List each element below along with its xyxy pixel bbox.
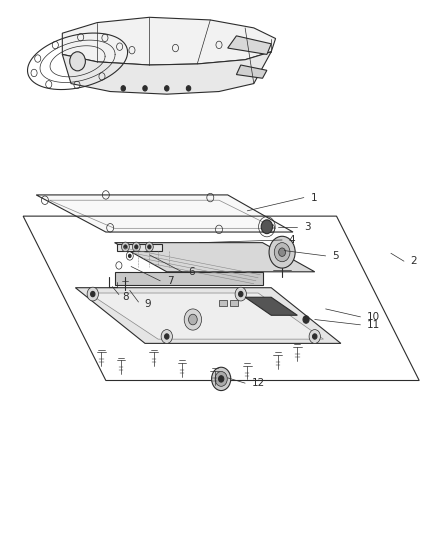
Text: 12: 12: [252, 378, 265, 388]
Polygon shape: [36, 195, 293, 232]
Text: 4: 4: [289, 235, 295, 245]
Circle shape: [165, 334, 169, 339]
Circle shape: [235, 287, 247, 301]
Circle shape: [215, 372, 227, 386]
Text: 5: 5: [332, 251, 339, 261]
Polygon shape: [115, 272, 262, 285]
Circle shape: [165, 86, 169, 91]
Circle shape: [219, 376, 224, 382]
Circle shape: [261, 220, 272, 233]
Circle shape: [145, 242, 153, 252]
Polygon shape: [219, 300, 227, 306]
Polygon shape: [237, 65, 267, 78]
Circle shape: [134, 245, 138, 249]
Text: 6: 6: [188, 267, 195, 277]
Text: 9: 9: [144, 298, 151, 309]
Circle shape: [186, 86, 191, 91]
Circle shape: [121, 86, 125, 91]
Circle shape: [279, 248, 286, 256]
Circle shape: [309, 329, 321, 343]
Circle shape: [269, 236, 295, 268]
Circle shape: [188, 314, 197, 325]
Polygon shape: [245, 297, 297, 316]
Circle shape: [303, 316, 309, 323]
Polygon shape: [230, 300, 238, 306]
Polygon shape: [62, 52, 271, 94]
Polygon shape: [88, 293, 323, 339]
Circle shape: [132, 242, 140, 252]
Circle shape: [124, 245, 127, 249]
Polygon shape: [62, 17, 276, 65]
Circle shape: [128, 254, 131, 257]
Text: 3: 3: [304, 222, 311, 232]
Text: 11: 11: [367, 320, 380, 330]
Circle shape: [161, 329, 173, 343]
Text: 2: 2: [410, 256, 417, 266]
Circle shape: [91, 292, 95, 297]
Text: 10: 10: [367, 312, 380, 322]
Circle shape: [87, 287, 99, 301]
Circle shape: [121, 242, 129, 252]
Polygon shape: [75, 288, 341, 343]
Text: 1: 1: [311, 192, 317, 203]
Polygon shape: [228, 36, 271, 54]
Circle shape: [148, 245, 151, 249]
Polygon shape: [115, 243, 315, 272]
Circle shape: [70, 52, 85, 71]
Text: 8: 8: [122, 292, 129, 302]
Circle shape: [313, 334, 317, 339]
Polygon shape: [117, 244, 162, 251]
Circle shape: [239, 292, 243, 297]
Circle shape: [274, 243, 290, 262]
Circle shape: [143, 86, 147, 91]
Circle shape: [212, 367, 231, 391]
Circle shape: [184, 309, 201, 330]
Text: 7: 7: [167, 276, 173, 286]
